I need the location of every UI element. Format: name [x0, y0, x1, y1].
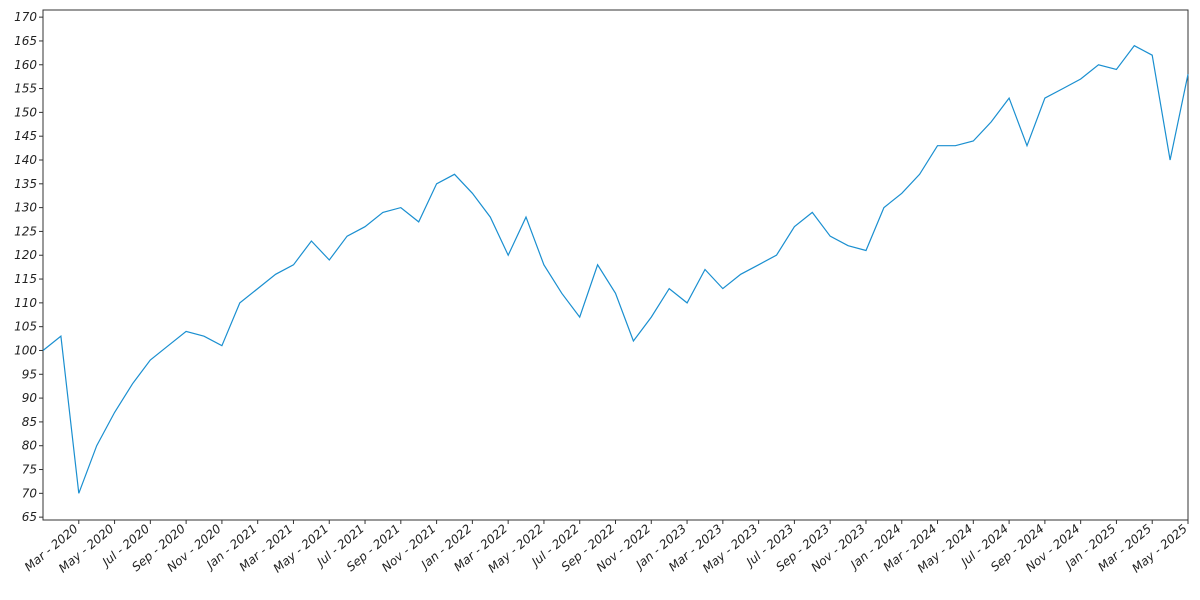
- y-tick-label: 70: [22, 486, 38, 500]
- y-tick-label: 115: [14, 272, 37, 286]
- y-tick-label: 165: [14, 34, 37, 48]
- y-tick-label: 80: [22, 439, 38, 453]
- y-tick-label: 155: [14, 82, 37, 96]
- y-tick-label: 145: [14, 129, 37, 143]
- y-tick-label: 105: [14, 320, 37, 334]
- y-tick-label: 65: [22, 510, 37, 524]
- y-tick-label: 75: [22, 463, 37, 477]
- plot-area: [42, 9, 1189, 521]
- y-tick-label: 90: [22, 391, 38, 405]
- y-tick-label: 160: [14, 58, 37, 72]
- y-tick-label: 170: [14, 10, 37, 24]
- y-tick-label: 150: [14, 105, 37, 119]
- y-tick-label: 135: [14, 177, 37, 191]
- y-tick-label: 130: [14, 201, 37, 215]
- y-tick-label: 85: [22, 415, 37, 429]
- line: [42, 44, 1189, 494]
- y-tick-label: 140: [14, 153, 37, 167]
- y-tick-label: 95: [22, 367, 37, 381]
- y-tick-label: 125: [14, 224, 37, 238]
- y-tick-label: 120: [14, 248, 37, 262]
- y-tick-label: 110: [14, 296, 37, 310]
- y-tick-label: 100: [14, 343, 37, 357]
